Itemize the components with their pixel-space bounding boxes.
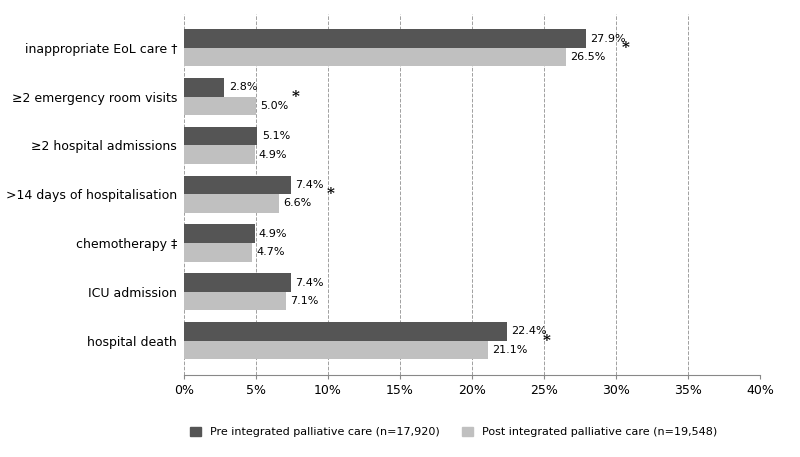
Text: 4.7%: 4.7%	[256, 247, 285, 257]
Text: 22.4%: 22.4%	[511, 326, 546, 336]
Bar	[184, 78, 224, 96]
Bar	[184, 273, 290, 292]
Text: 7.1%: 7.1%	[290, 296, 319, 306]
Text: 5.1%: 5.1%	[262, 131, 290, 141]
Bar	[184, 224, 254, 243]
Bar	[184, 194, 279, 213]
Text: *: *	[326, 187, 334, 201]
Bar	[184, 48, 566, 66]
Bar	[184, 340, 488, 359]
Text: *: *	[622, 41, 630, 55]
Text: 7.4%: 7.4%	[295, 277, 323, 287]
Text: *: *	[542, 334, 550, 348]
Text: 5.0%: 5.0%	[260, 101, 289, 111]
Text: 26.5%: 26.5%	[570, 52, 606, 62]
Bar	[184, 243, 252, 261]
Bar	[184, 29, 586, 48]
Text: 7.4%: 7.4%	[295, 180, 323, 190]
Legend: Pre integrated palliative care (n=17,920), Post integrated palliative care (n=19: Pre integrated palliative care (n=17,920…	[190, 427, 717, 437]
Text: 27.9%: 27.9%	[590, 34, 626, 43]
Text: 21.1%: 21.1%	[492, 345, 527, 355]
Bar	[184, 96, 256, 115]
Bar	[184, 127, 258, 145]
Text: 4.9%: 4.9%	[259, 150, 287, 159]
Text: *: *	[292, 90, 300, 104]
Text: 4.9%: 4.9%	[259, 229, 287, 239]
Text: 6.6%: 6.6%	[283, 198, 312, 208]
Bar	[184, 175, 290, 194]
Bar	[184, 145, 254, 164]
Bar	[184, 292, 286, 310]
Bar	[184, 322, 506, 340]
Text: 2.8%: 2.8%	[229, 82, 257, 92]
